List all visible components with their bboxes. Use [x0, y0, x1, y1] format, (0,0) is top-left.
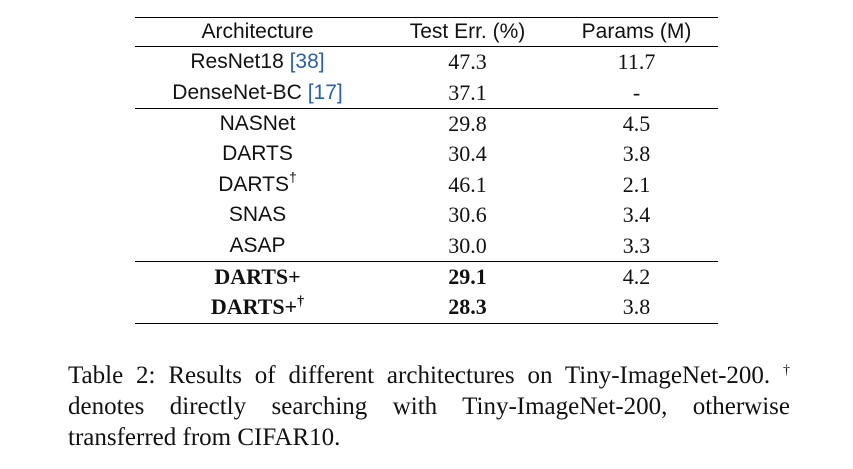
header-cell: Test Err. (%) — [409, 20, 526, 43]
table-row: SNAS 30.6 3.4 — [135, 200, 718, 230]
architecture-name: ResNet18 — [190, 50, 284, 74]
dagger: † — [297, 294, 305, 310]
params: - — [632, 79, 641, 105]
table-row: DARTS† 46.1 2.1 — [135, 170, 718, 200]
name-cell: DARTS — [135, 139, 380, 169]
architecture-name: DARTS — [218, 172, 289, 196]
caption-dagger: † — [783, 363, 791, 378]
params: 4.5 — [622, 110, 651, 136]
table-row: DenseNet-BC [17] 37.1 - — [135, 77, 718, 108]
caption-text: Results of different architectures on Ti… — [168, 362, 771, 389]
caption-note: denotes directly searching with Tiny-Ima… — [68, 393, 790, 451]
name-cell: DenseNet-BC [17] — [135, 77, 380, 108]
table-row: DARTS+† 28.3 3.8 — [135, 292, 718, 323]
params: 3.4 — [622, 202, 651, 228]
params: 3.3 — [622, 232, 651, 258]
test-error: 30.6 — [448, 202, 487, 228]
table-row: ResNet18 [38] 47.3 11.7 — [135, 47, 718, 78]
table-row: DARTS+ 29.1 4.2 — [135, 261, 718, 292]
test-error: 37.1 — [448, 79, 487, 105]
row-group: DARTS+ 29.1 4.2 DARTS+† 28.3 3.8 — [135, 261, 718, 324]
test-error: 46.1 — [448, 171, 487, 197]
params: 4.2 — [622, 263, 651, 289]
architecture-name: DenseNet-BC — [172, 80, 302, 104]
dagger: † — [289, 168, 297, 185]
caption-label: Table 2: — [68, 362, 156, 389]
table-row: NASNet 29.8 4.5 — [135, 108, 718, 139]
name-cell: ResNet18 [38] — [135, 47, 380, 78]
architecture-name: DARTS+ — [210, 294, 298, 320]
name-cell: DARTS† — [135, 170, 380, 200]
params: 11.7 — [617, 49, 656, 75]
table-header: Architecture Test Err. (%) Params (M) — [135, 17, 718, 47]
test-error: 29.1 — [448, 263, 487, 289]
table-caption: Table 2: Results of different architectu… — [68, 360, 790, 453]
row-group: NASNet 29.8 4.5 DARTS 30.4 3.8 DARTS† 46.1 2.1 SN… — [135, 108, 718, 261]
params: 3.8 — [622, 294, 651, 320]
params: 3.8 — [622, 141, 651, 167]
architecture-name: DARTS — [222, 142, 293, 166]
architecture-name: NASNet — [219, 111, 296, 135]
name-cell: DARTS+† — [135, 292, 380, 323]
name-cell: NASNet — [135, 108, 380, 139]
header-cell: Params (M) — [581, 20, 692, 43]
name-cell: SNAS — [135, 200, 380, 230]
architecture-name: ASAP — [229, 233, 286, 257]
test-error: 28.3 — [448, 294, 487, 320]
table-row: DARTS 30.4 3.8 — [135, 139, 718, 169]
test-error: 29.8 — [448, 110, 487, 136]
citation: [38] — [289, 50, 325, 74]
citation: [17] — [307, 80, 343, 104]
test-error: 30.4 — [448, 141, 487, 167]
params: 2.1 — [622, 171, 651, 197]
table-row: ASAP 30.0 3.3 — [135, 230, 718, 261]
test-error: 30.0 — [448, 232, 487, 258]
results-table: Architecture Test Err. (%) Params (M) Re… — [135, 17, 718, 324]
name-cell: ASAP — [135, 230, 380, 261]
row-group: ResNet18 [38] 47.3 11.7 DenseNet-BC [17] 37.… — [135, 46, 718, 109]
architecture-name: SNAS — [228, 203, 287, 227]
test-error: 47.3 — [448, 49, 487, 75]
header-row: Architecture Test Err. (%) Params (M) — [135, 17, 718, 47]
header-cell: Architecture — [201, 20, 314, 43]
name-cell: DARTS+ — [135, 261, 380, 292]
architecture-name: DARTS+ — [214, 263, 301, 289]
